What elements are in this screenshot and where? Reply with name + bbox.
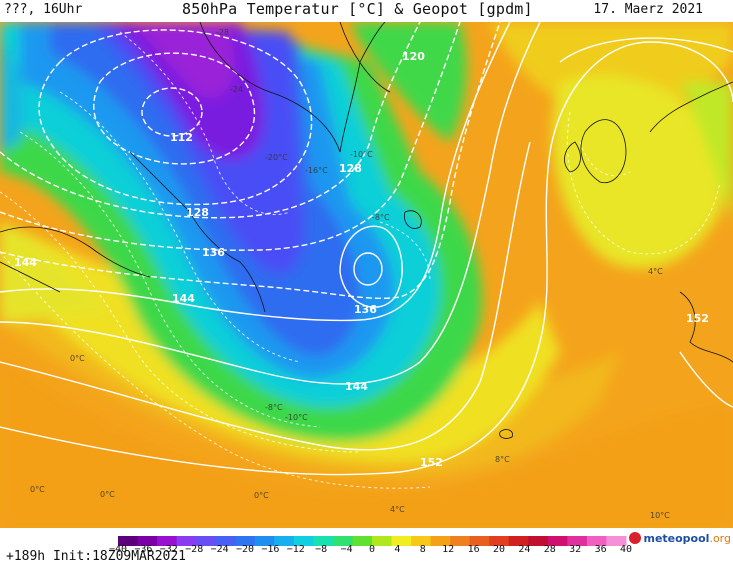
temperature-isolines bbox=[0, 31, 721, 489]
colorbar-swatch bbox=[567, 536, 588, 546]
colorbar-swatch bbox=[528, 536, 549, 546]
colorbar-swatch bbox=[469, 536, 490, 546]
temp-label: 10°C bbox=[650, 511, 670, 520]
colorbar-swatch bbox=[547, 536, 568, 546]
temp-label: -20°C bbox=[265, 153, 288, 162]
colorbar-tick-label: −28 bbox=[185, 544, 204, 555]
geopot-labels: 112 120 128 128 136 136 144 144 144 152 … bbox=[14, 50, 709, 469]
temp-label: 4°C bbox=[390, 505, 405, 514]
colorbar-swatch bbox=[118, 536, 139, 546]
colorbar-swatch bbox=[254, 536, 275, 546]
geopot-label: 144 bbox=[345, 380, 368, 393]
colorbar-swatch bbox=[586, 536, 607, 546]
valid-date: 17. Maerz 2021 bbox=[593, 2, 703, 17]
temperature-labels: -28 -24 -20°C -16°C -10°C -8°C 0°C -10°C… bbox=[30, 28, 670, 520]
geopot-label: 152 bbox=[686, 312, 709, 325]
logo-icon bbox=[629, 532, 642, 544]
geopot-label: 120 bbox=[402, 50, 425, 63]
geopot-label: 152 bbox=[420, 456, 443, 469]
colorbar-tick-label: 0 bbox=[368, 544, 376, 555]
temp-label: 0°C bbox=[70, 354, 85, 363]
geopot-label: 136 bbox=[202, 246, 225, 259]
map-canvas: 112 120 128 128 136 136 144 144 144 152 … bbox=[0, 22, 733, 528]
temp-label: 8°C bbox=[495, 455, 510, 464]
run-info: +189h Init:18Z09MAR2021 bbox=[6, 549, 187, 564]
colorbar-swatch bbox=[332, 536, 353, 546]
colorbar-tick-label: 4 bbox=[394, 544, 401, 555]
colorbar-swatch bbox=[352, 536, 373, 546]
colorbar-tick-label: −4 bbox=[340, 544, 353, 555]
temp-label: 4°C bbox=[648, 267, 663, 276]
colorbar-swatch bbox=[176, 536, 197, 546]
colorbar-swatch bbox=[215, 536, 236, 546]
temp-label: -16°C bbox=[305, 166, 328, 175]
valid-time: ???, 16Uhr bbox=[4, 2, 83, 17]
colorbar-swatch bbox=[430, 536, 451, 546]
colorbar-tick-label: 20 bbox=[492, 544, 506, 555]
logo-tld: .org bbox=[709, 532, 731, 545]
colorbar-tick-label: 36 bbox=[594, 544, 607, 555]
colorbar-legend: −40 −36 −32 −28 −24 −20 −16 −12 −8 −4 0 4 8 12 16 20 24 2… bbox=[109, 532, 632, 555]
colorbar-swatch bbox=[372, 536, 393, 546]
logo-main: meteopool bbox=[643, 532, 710, 545]
colorbar-tick-label: −32 bbox=[159, 544, 178, 555]
weather-map: 112 120 128 128 136 136 144 144 144 152 … bbox=[0, 22, 733, 528]
temp-label: -28 bbox=[216, 28, 229, 37]
colorbar-tick-label: −20 bbox=[235, 544, 255, 555]
colorbar-swatch bbox=[508, 536, 529, 546]
colorbar-tick-label: 40 bbox=[619, 544, 633, 555]
colorbar-swatch bbox=[450, 536, 471, 546]
geopotential-isolines bbox=[0, 22, 733, 476]
meteopool-logo[interactable]: meteopool.org bbox=[629, 532, 731, 545]
colorbar-swatch bbox=[137, 536, 158, 546]
temp-label: 0°C bbox=[30, 485, 45, 494]
geopot-label: 128 bbox=[339, 162, 362, 175]
geopot-label: 112 bbox=[170, 131, 193, 144]
geopot-label: 128 bbox=[186, 206, 209, 219]
colorbar-tick-label: −12 bbox=[286, 544, 305, 555]
colorbar-strip bbox=[118, 536, 627, 546]
colorbar-swatch bbox=[235, 536, 256, 546]
colorbar-swatch bbox=[391, 536, 412, 546]
map-header: ???, 16Uhr 850hPa Temperatur [°C] & Geop… bbox=[0, 0, 733, 22]
colorbar-swatch bbox=[489, 536, 510, 546]
colorbar-tick-label: 8 bbox=[419, 544, 426, 555]
coastlines bbox=[0, 22, 733, 439]
colorbar-swatch bbox=[157, 536, 178, 546]
colorbar-tick-label: −36 bbox=[134, 544, 153, 555]
colorbar-swatch bbox=[411, 536, 432, 546]
colorbar-tick-label: 28 bbox=[543, 544, 556, 555]
temp-label: -8°C bbox=[372, 213, 390, 222]
temp-label: 0°C bbox=[254, 491, 269, 500]
temp-label: -10°C bbox=[285, 413, 308, 422]
colorbar-swatch bbox=[196, 536, 217, 546]
temp-label: -8°C bbox=[265, 403, 283, 412]
colorbar-swatch bbox=[274, 536, 295, 546]
map-title: 850hPa Temperatur [°C] & Geopot [gpdm] bbox=[182, 0, 533, 18]
colorbar-swatch bbox=[293, 536, 314, 546]
temp-label: -24 bbox=[230, 85, 243, 94]
colorbar-tick-label: 32 bbox=[569, 544, 582, 555]
temp-label: -10°C bbox=[350, 150, 373, 159]
colorbar-tick-label: 12 bbox=[442, 544, 455, 555]
temp-label: 0°C bbox=[100, 490, 115, 499]
colorbar-swatch bbox=[606, 536, 627, 546]
colorbar-tick-label: −8 bbox=[315, 544, 328, 555]
geopot-label: 144 bbox=[172, 292, 195, 305]
colorbar-swatch bbox=[313, 536, 334, 546]
geopot-label: 144 bbox=[14, 256, 37, 269]
colorbar-tick-label: −24 bbox=[210, 544, 229, 555]
map-footer: −40 −36 −32 −28 −24 −20 −16 −12 −8 −4 0 4 8 12 16 20 24 2… bbox=[0, 528, 733, 566]
geopot-label: 136 bbox=[354, 303, 377, 316]
colorbar-tick-label: −40 bbox=[108, 544, 128, 555]
colorbar-tick-label: 16 bbox=[467, 544, 480, 555]
colorbar-tick-label: 24 bbox=[518, 544, 531, 555]
colorbar-tick-label: −16 bbox=[261, 544, 280, 555]
